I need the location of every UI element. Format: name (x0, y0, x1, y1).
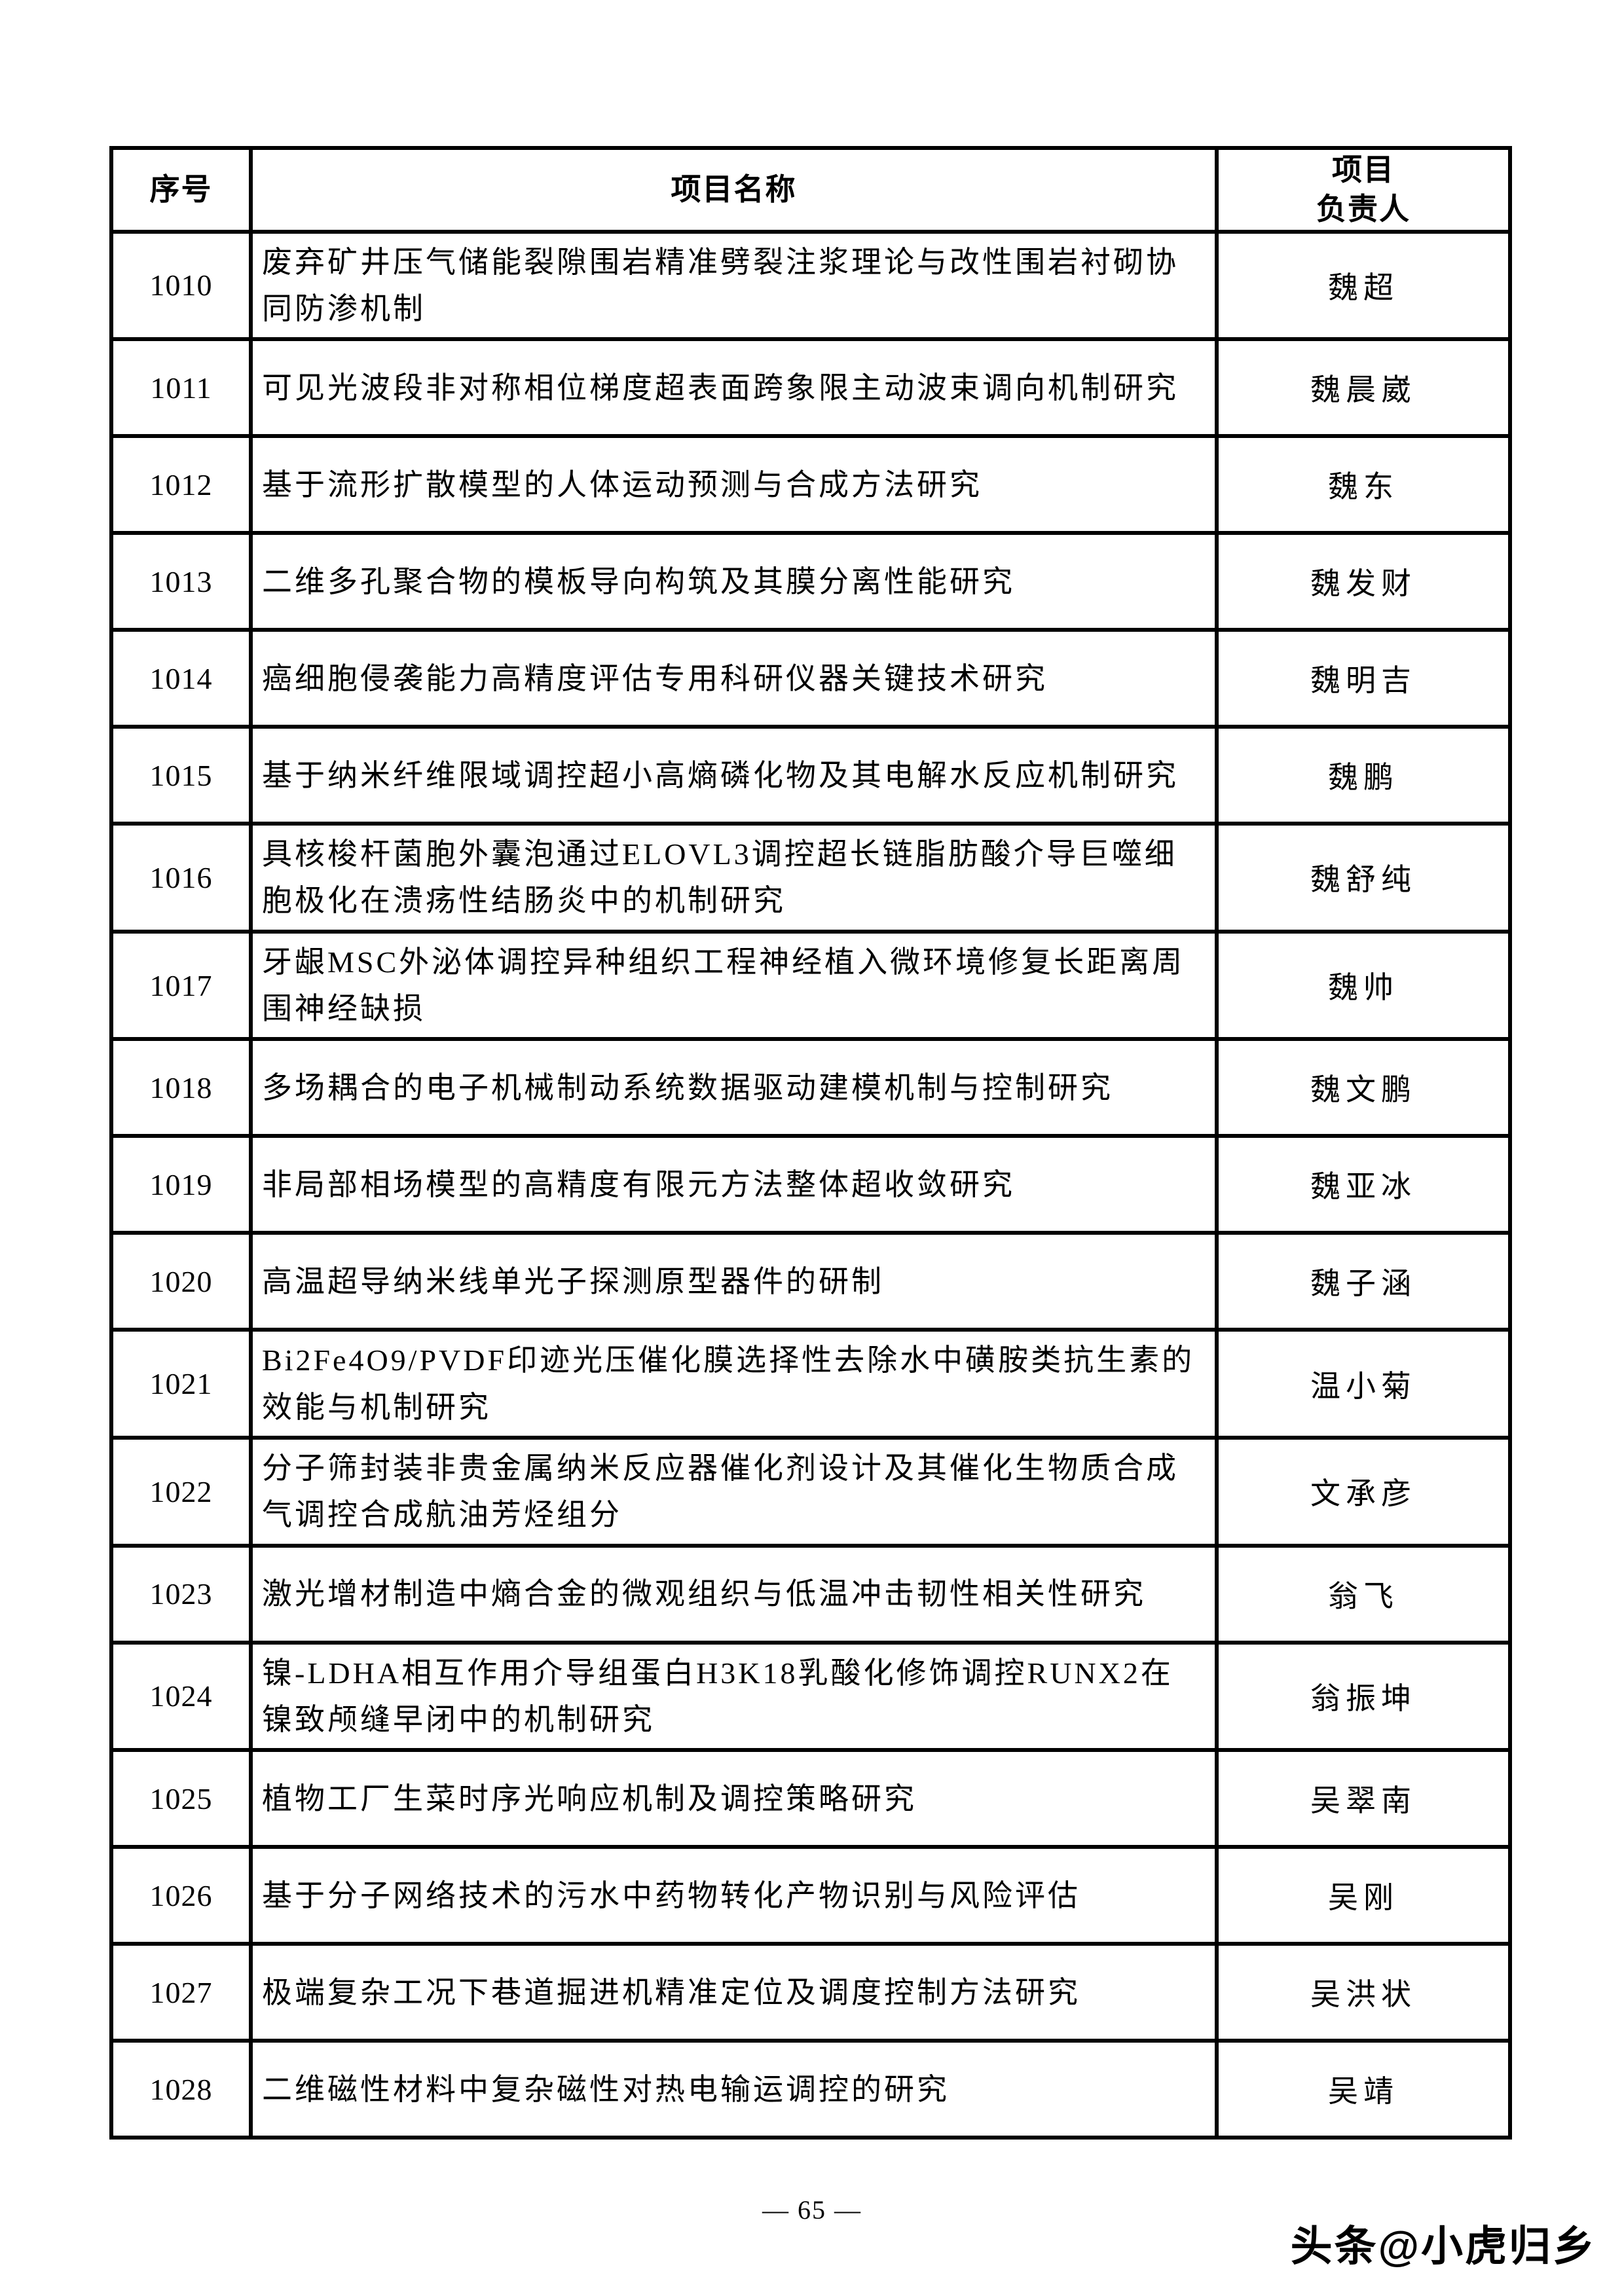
project-title-cell: 分子筛封装非贵金属纳米反应器催化剂设计及其催化生物质合成气调控合成航油芳烃组分 (249, 1435, 1219, 1548)
header-serial-number: 序号 (109, 146, 253, 234)
table-row: 1015 基于纳米纤维限域调控超小高熵磷化物及其电解水反应机制研究 魏鹏 (109, 725, 1512, 826)
project-leader-cell: 魏东 (1215, 434, 1512, 536)
project-title-cell: 高温超导纳米线单光子探测原型器件的研制 (249, 1231, 1219, 1332)
table-row: 1027 极端复杂工况下巷道掘进机精准定位及调度控制方法研究 吴洪状 (109, 1942, 1512, 2043)
serial-number-cell: 1017 (109, 929, 253, 1042)
project-title-cell: 基于流形扩散模型的人体运动预测与合成方法研究 (249, 434, 1219, 536)
table-row: 1016 具核梭杆菌胞外囊泡通过ELOVL3调控超长链脂肪酸介导巨噬细胞极化在溃… (109, 822, 1512, 934)
page-number: — 65 — (762, 2195, 862, 2225)
serial-number-cell: 1022 (109, 1435, 253, 1548)
project-leader-cell: 魏帅 (1215, 929, 1512, 1042)
serial-number-cell: 1016 (109, 822, 253, 934)
project-title-cell: 非局部相场模型的高精度有限元方法整体超收敛研究 (249, 1134, 1219, 1235)
serial-number-cell: 1015 (109, 725, 253, 826)
table-row: 1022 分子筛封装非贵金属纳米反应器催化剂设计及其催化生物质合成气调控合成航油… (109, 1435, 1512, 1548)
project-leader-cell: 吴翠南 (1215, 1748, 1512, 1850)
project-leader-cell: 魏文鹏 (1215, 1037, 1512, 1139)
project-title-cell: 具核梭杆菌胞外囊泡通过ELOVL3调控超长链脂肪酸介导巨噬细胞极化在溃疡性结肠炎… (249, 822, 1219, 934)
project-title-cell: 二维磁性材料中复杂磁性对热电输运调控的研究 (249, 2039, 1219, 2140)
header-project-name: 项目名称 (249, 146, 1219, 234)
project-leader-cell: 翁振坤 (1215, 1640, 1512, 1753)
table-row: 1013 二维多孔聚合物的模板导向构筑及其膜分离性能研究 魏发财 (109, 531, 1512, 632)
serial-number-cell: 1014 (109, 628, 253, 729)
table-row: 1020 高温超导纳米线单光子探测原型器件的研制 魏子涵 (109, 1231, 1512, 1332)
project-leader-cell: 吴洪状 (1215, 1942, 1512, 2043)
table-row: 1018 多场耦合的电子机械制动系统数据驱动建模机制与控制研究 魏文鹏 (109, 1037, 1512, 1139)
project-title-cell: 废弃矿井压气储能裂隙围岩精准劈裂注浆理论与改性围岩衬砌协同防渗机制 (249, 229, 1219, 342)
serial-number-cell: 1019 (109, 1134, 253, 1235)
serial-number-cell: 1027 (109, 1942, 253, 2043)
serial-number-cell: 1013 (109, 531, 253, 632)
project-leader-cell: 魏晨崴 (1215, 337, 1512, 439)
project-title-cell: 癌细胞侵袭能力高精度评估专用科研仪器关键技术研究 (249, 628, 1219, 729)
table-row: 1025 植物工厂生菜时序光响应机制及调控策略研究 吴翠南 (109, 1748, 1512, 1850)
projects-table: 序号 项目名称 项目 负责人 1010 废弃矿井压气储能裂隙围岩精准劈裂注浆理论… (109, 146, 1512, 2140)
project-leader-cell: 翁飞 (1215, 1543, 1512, 1645)
project-title-cell: 多场耦合的电子机械制动系统数据驱动建模机制与控制研究 (249, 1037, 1219, 1139)
header-row: 序号 项目名称 项目 负责人 (109, 146, 1512, 234)
project-leader-cell: 魏鹏 (1215, 725, 1512, 826)
watermark: 头条@小虎归乡 (1290, 2223, 1596, 2270)
table-row: 1012 基于流形扩散模型的人体运动预测与合成方法研究 魏东 (109, 434, 1512, 536)
project-leader-cell: 魏亚冰 (1215, 1134, 1512, 1235)
project-title-cell: 可见光波段非对称相位梯度超表面跨象限主动波束调向机制研究 (249, 337, 1219, 439)
project-leader-cell: 魏舒纯 (1215, 822, 1512, 934)
table-row: 1028 二维磁性材料中复杂磁性对热电输运调控的研究 吴靖 (109, 2039, 1512, 2140)
serial-number-cell: 1026 (109, 1845, 253, 1946)
project-title-cell: 极端复杂工况下巷道掘进机精准定位及调度控制方法研究 (249, 1942, 1219, 2043)
table-row: 1026 基于分子网络技术的污水中药物转化产物识别与风险评估 吴刚 (109, 1845, 1512, 1946)
project-title-cell: 激光增材制造中熵合金的微观组织与低温冲击韧性相关性研究 (249, 1543, 1219, 1645)
serial-number-cell: 1012 (109, 434, 253, 536)
serial-number-cell: 1010 (109, 229, 253, 342)
header-project-leader: 项目 负责人 (1215, 146, 1512, 234)
project-leader-cell: 魏发财 (1215, 531, 1512, 632)
serial-number-cell: 1021 (109, 1328, 253, 1440)
serial-number-cell: 1011 (109, 337, 253, 439)
serial-number-cell: 1025 (109, 1748, 253, 1850)
table-row: 1017 牙龈MSC外泌体调控异种组织工程神经植入微环境修复长距离周围神经缺损 … (109, 929, 1512, 1042)
table-body: 1010 废弃矿井压气储能裂隙围岩精准劈裂注浆理论与改性围岩衬砌协同防渗机制 魏… (109, 229, 1512, 2140)
project-leader-cell: 魏超 (1215, 229, 1512, 342)
project-leader-cell: 吴靖 (1215, 2039, 1512, 2140)
table-row: 1024 镍-LDHA相互作用介导组蛋白H3K18乳酸化修饰调控RUNX2在镍致… (109, 1640, 1512, 1753)
serial-number-cell: 1023 (109, 1543, 253, 1645)
project-leader-cell: 魏明吉 (1215, 628, 1512, 729)
table-header: 序号 项目名称 项目 负责人 (109, 146, 1512, 234)
serial-number-cell: 1028 (109, 2039, 253, 2140)
project-title-cell: 基于分子网络技术的污水中药物转化产物识别与风险评估 (249, 1845, 1219, 1946)
table-row: 1021 Bi2Fe4O9/PVDF印迹光压催化膜选择性去除水中磺胺类抗生素的效… (109, 1328, 1512, 1440)
project-leader-cell: 文承彦 (1215, 1435, 1512, 1548)
project-leader-cell: 魏子涵 (1215, 1231, 1512, 1332)
project-leader-cell: 吴刚 (1215, 1845, 1512, 1946)
project-title-cell: 基于纳米纤维限域调控超小高熵磷化物及其电解水反应机制研究 (249, 725, 1219, 826)
serial-number-cell: 1024 (109, 1640, 253, 1753)
table-row: 1014 癌细胞侵袭能力高精度评估专用科研仪器关键技术研究 魏明吉 (109, 628, 1512, 729)
project-title-cell: 植物工厂生菜时序光响应机制及调控策略研究 (249, 1748, 1219, 1850)
project-title-cell: 二维多孔聚合物的模板导向构筑及其膜分离性能研究 (249, 531, 1219, 632)
table-row: 1019 非局部相场模型的高精度有限元方法整体超收敛研究 魏亚冰 (109, 1134, 1512, 1235)
serial-number-cell: 1018 (109, 1037, 253, 1139)
table-row: 1010 废弃矿井压气储能裂隙围岩精准劈裂注浆理论与改性围岩衬砌协同防渗机制 魏… (109, 229, 1512, 342)
project-title-cell: Bi2Fe4O9/PVDF印迹光压催化膜选择性去除水中磺胺类抗生素的效能与机制研… (249, 1328, 1219, 1440)
table-row: 1011 可见光波段非对称相位梯度超表面跨象限主动波束调向机制研究 魏晨崴 (109, 337, 1512, 439)
project-title-cell: 镍-LDHA相互作用介导组蛋白H3K18乳酸化修饰调控RUNX2在镍致颅缝早闭中… (249, 1640, 1219, 1753)
serial-number-cell: 1020 (109, 1231, 253, 1332)
table-row: 1023 激光增材制造中熵合金的微观组织与低温冲击韧性相关性研究 翁飞 (109, 1543, 1512, 1645)
project-leader-cell: 温小菊 (1215, 1328, 1512, 1440)
project-title-cell: 牙龈MSC外泌体调控异种组织工程神经植入微环境修复长距离周围神经缺损 (249, 929, 1219, 1042)
